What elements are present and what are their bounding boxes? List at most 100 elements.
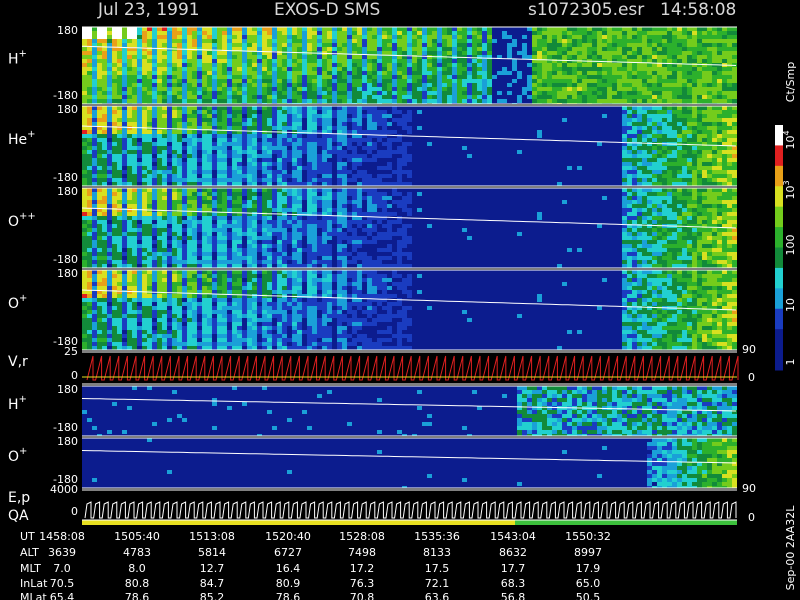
spectrogram-cell [317, 31, 322, 35]
spectrogram-cell [687, 114, 692, 122]
spectrogram-cell [527, 394, 532, 398]
spectrogram-cell [182, 270, 187, 278]
spectrogram-cell [707, 158, 712, 162]
spectrogram-cell [107, 260, 112, 264]
spectrogram-cell [217, 27, 222, 51]
spectrogram-cell [267, 150, 272, 154]
spectrogram-cell [237, 204, 242, 208]
spectrogram-cell [347, 83, 352, 91]
spectrogram-cell [537, 410, 542, 422]
spectrogram-cell [417, 192, 422, 196]
spectrogram-cell [272, 47, 277, 51]
spectrogram-cell [667, 318, 672, 322]
spectrogram-cell [552, 35, 557, 39]
spectrogram-cell [327, 59, 332, 71]
spectrogram-cell [147, 224, 152, 236]
spectrogram-cell [212, 114, 217, 118]
spectrogram-cell [187, 83, 192, 91]
spectrogram-cell [607, 43, 612, 51]
spectrogram-cell [682, 208, 687, 212]
spectrogram-cell [102, 95, 107, 99]
spectrogram-cell [407, 99, 412, 103]
spectrogram-cell [627, 146, 632, 150]
spectrogram-cell [92, 426, 97, 430]
spectrogram-cell [112, 310, 117, 318]
spectrogram-cell [172, 282, 177, 294]
spectrogram-cell [132, 83, 137, 87]
spectrogram-cell [687, 264, 692, 268]
spectrogram-cell [297, 314, 302, 322]
spectrogram-cell [622, 67, 627, 71]
spectrogram-cell [247, 79, 252, 83]
spectrogram-cell [327, 220, 332, 232]
spectrogram-cell [317, 200, 322, 208]
spectrogram-cell [362, 67, 367, 71]
spectrogram-cell [272, 188, 277, 208]
spectrogram-cell [407, 91, 412, 95]
spectrogram-cell [642, 290, 647, 294]
spectrogram-cell [682, 166, 687, 178]
spectrogram-cell [682, 79, 687, 83]
spectrogram-cell [262, 166, 267, 174]
spectrogram-cell [697, 338, 702, 342]
spectrogram-cell [692, 188, 697, 200]
spectrogram-cell [172, 188, 177, 192]
spectrogram-cell [382, 27, 387, 31]
spectrogram-cell [217, 63, 222, 79]
spectrogram-cell [207, 63, 212, 71]
spectrogram-cell [677, 134, 682, 138]
spectrogram-cell [102, 51, 107, 59]
spectrogram-cell [627, 410, 632, 414]
spectrogram-cell [727, 130, 732, 134]
spectrogram-cell [97, 248, 102, 252]
spectrogram-cell [412, 27, 417, 31]
spectrogram-cell [617, 434, 622, 436]
spectrogram-cell [322, 212, 327, 216]
spectrogram-cell [687, 162, 692, 166]
spectrogram-cell [142, 330, 147, 334]
ion-charge: + [19, 293, 27, 304]
spectrogram-cell [722, 302, 727, 306]
spectrogram-cell [162, 346, 167, 350]
spectrogram-cell [657, 192, 662, 196]
spectrogram-cell [142, 248, 147, 252]
spectrogram-cell [232, 39, 237, 43]
spectrogram-cell [657, 99, 662, 104]
spectrogram-cell [112, 270, 117, 274]
spectrogram-cell [677, 220, 682, 224]
spectrogram-cell [687, 138, 692, 142]
spectrogram-cell [647, 192, 652, 196]
spectrogram-cell [662, 228, 667, 232]
spectrogram-cell [167, 330, 172, 334]
spectrogram-cell [727, 236, 732, 240]
spectrogram-cell [267, 75, 272, 79]
spectrogram-cell [337, 146, 342, 150]
spectrogram-cell [337, 298, 342, 306]
spectrogram-cell [727, 126, 732, 130]
spectrogram-cell [587, 426, 592, 430]
spectrogram-cell [397, 67, 402, 71]
spectrogram-cell [472, 55, 477, 59]
spectrogram-cell [317, 270, 322, 274]
spectrogram-cell [207, 342, 212, 346]
spectrogram-cell [252, 228, 257, 232]
spectrogram-cell [682, 330, 687, 342]
spectrogram-cell [562, 55, 567, 63]
spectrogram-cell [197, 274, 202, 278]
spectrogram-cell [407, 83, 412, 91]
spectrogram-cell [732, 99, 737, 104]
spectrogram-cell [312, 346, 317, 350]
spectrogram-cell [322, 59, 327, 71]
spectrogram-cell [637, 212, 642, 216]
spectrogram-cell [97, 240, 102, 248]
spectrogram-cell [652, 290, 657, 294]
spectrogram-cell [682, 314, 687, 318]
spectrogram-cell [597, 142, 602, 146]
spectrogram-cell [157, 75, 162, 79]
spectrogram-cell [307, 134, 312, 142]
spectrogram-cell [297, 282, 302, 286]
spectrogram-cell [722, 174, 727, 178]
spectrogram-cell [452, 27, 457, 31]
spectrogram-cell [627, 286, 632, 290]
spectrogram-cell [547, 51, 552, 55]
